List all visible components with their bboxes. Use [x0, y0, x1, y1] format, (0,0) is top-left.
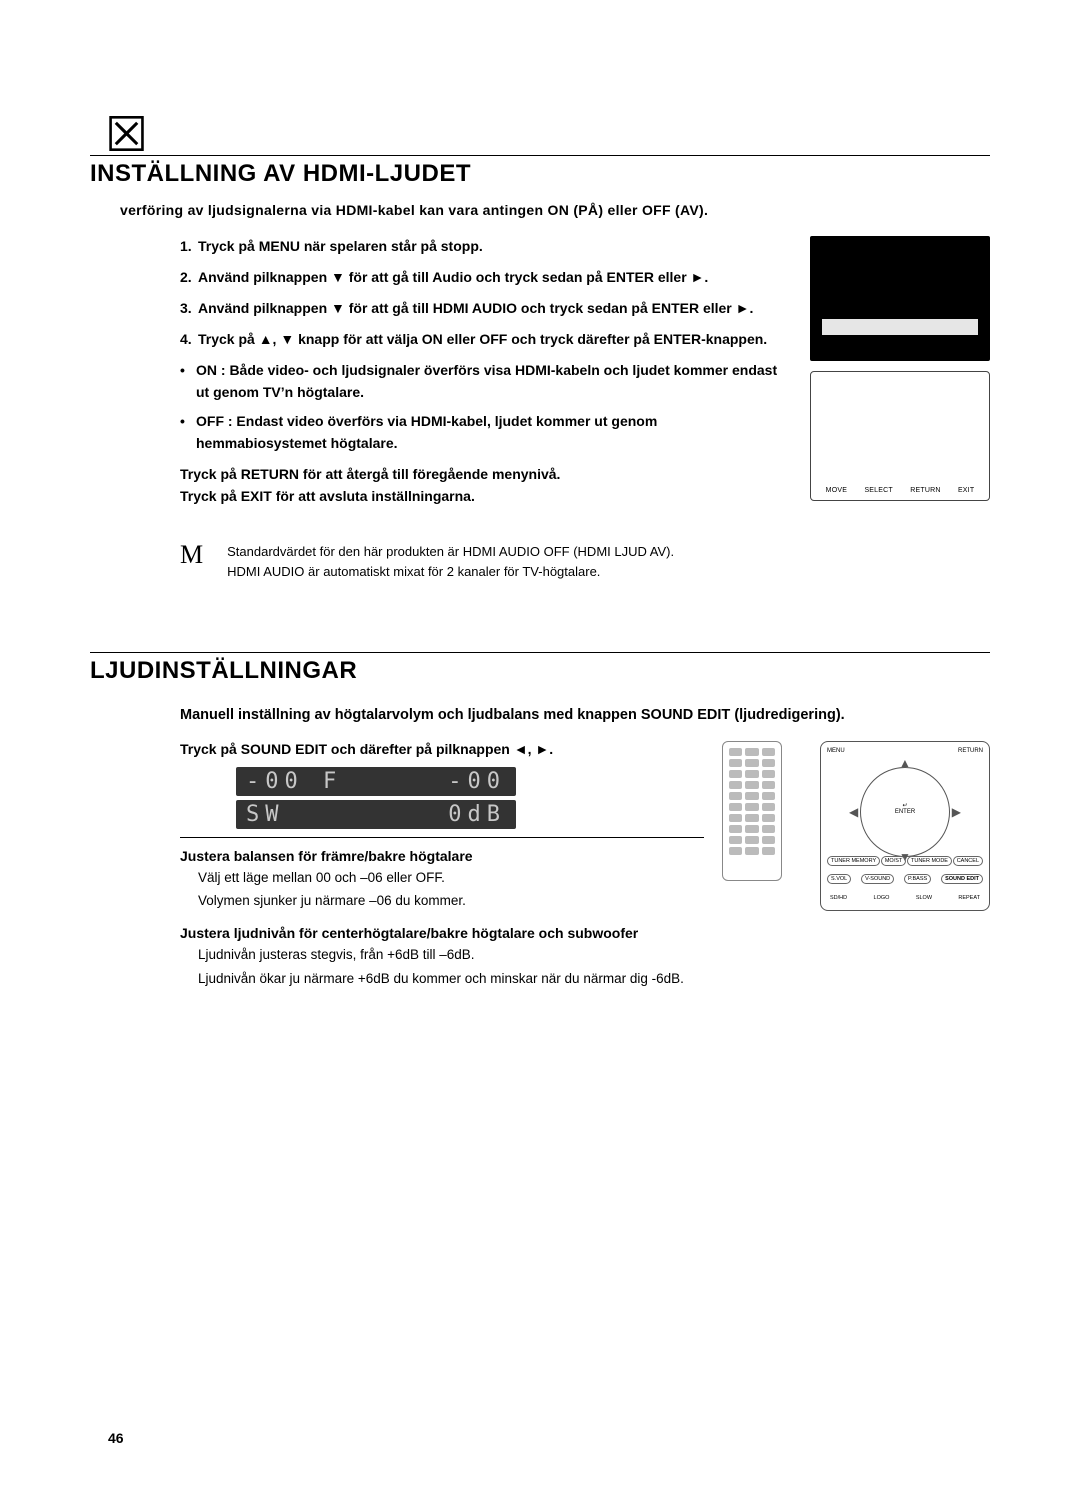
segment-cell: -00	[448, 769, 506, 794]
step-text: Tryck på MENU när spelaren står på stopp…	[198, 238, 483, 254]
segment-display: -00 F -00 SW 0dB	[236, 767, 516, 829]
remote-button: TUNER MEMORY	[827, 856, 880, 866]
page-section-glyph: ☒	[105, 112, 148, 160]
step-list: 1.Tryck på MENU när spelaren står på sto…	[180, 236, 788, 350]
divider	[90, 652, 990, 653]
remote-button: MO/ST	[881, 856, 906, 866]
section-title: INSTÄLLNING AV HDMI-LJUDET	[90, 160, 990, 188]
osd-label-exit: EXIT	[958, 487, 974, 494]
arrow-up-icon: ▲	[899, 756, 911, 770]
segment-cell: 0dB	[448, 802, 506, 827]
step: 4.Tryck på ▲, ▼ knapp för att välja ON e…	[180, 329, 788, 350]
step-text: Tryck på ▲, ▼ knapp för att välja ON ell…	[198, 331, 767, 347]
bullet: OFF : Endast video överförs via HDMI-kab…	[180, 411, 788, 454]
divider	[90, 155, 990, 156]
remote-label: SLOW	[913, 894, 935, 902]
remote-label: REPEAT	[955, 894, 983, 902]
body-line: Välj ett läge mellan 00 och –06 eller OF…	[198, 868, 704, 888]
dpad-corner-label: RETURN	[958, 748, 983, 754]
remote-label: LOGO	[870, 894, 892, 902]
remote-button: V-SOUND	[861, 874, 894, 884]
remote-button: P.BASS	[904, 874, 931, 884]
osd-preview	[810, 236, 990, 361]
osd-highlight-bar	[822, 319, 978, 335]
segment-cell: SW	[246, 802, 285, 827]
note-line: HDMI AUDIO är automatiskt mixat för 2 ka…	[227, 562, 674, 582]
section-intro: verföring av ljudsignalerna via HDMI-kab…	[120, 202, 990, 218]
dpad-enter-label: ↵ENTER	[890, 802, 920, 822]
footer-instructions: Tryck på RETURN för att återgå till före…	[180, 463, 788, 508]
remote-button: CANCEL	[953, 856, 983, 866]
body-line: Ljudnivån ökar ju närmare +6dB du kommer…	[198, 969, 990, 989]
instruction-line: Tryck på SOUND EDIT och därefter på pilk…	[180, 741, 704, 757]
step-text: Använd pilknappen ▼ för att gå till HDMI…	[198, 300, 753, 316]
osd-footer-box: MOVE SELECT RETURN EXIT	[810, 371, 990, 501]
body-line: Ljudnivån justeras stegvis, från +6dB ti…	[198, 945, 704, 965]
remote-button: TUNER MODE	[907, 856, 952, 866]
step: 3.Använd pilknappen ▼ för att gå till HD…	[180, 298, 788, 319]
section-intro: Manuell inställning av högtalarvolym och…	[180, 707, 990, 723]
segment-cell: -00 F	[246, 769, 342, 794]
osd-label-move: MOVE	[826, 487, 847, 494]
step: 2.Använd pilknappen ▼ för att gå till Au…	[180, 267, 788, 288]
footer-line: Tryck på EXIT för att avsluta inställnin…	[180, 485, 788, 507]
bullet-list: ON : Både video- och ljudsignaler överfö…	[180, 360, 788, 455]
dpad-corner-label: MENU	[827, 748, 845, 754]
section-hdmi-audio: INSTÄLLNING AV HDMI-LJUDET verföring av …	[90, 155, 990, 582]
footer-line: Tryck på RETURN för att återgå till före…	[180, 463, 788, 485]
osd-label-select: SELECT	[864, 487, 892, 494]
page-number: 46	[108, 1430, 124, 1446]
arrow-right-icon: ▶	[952, 805, 961, 819]
step: 1.Tryck på MENU när spelaren står på sto…	[180, 236, 788, 257]
body-line: Volymen sjunker ju närmare –06 du kommer…	[198, 891, 704, 911]
section-title: LJUDINSTÄLLNINGAR	[90, 657, 990, 685]
subsection-title: Justera ljudnivån för centerhögtalare/ba…	[180, 925, 704, 941]
remote-button: S.VOL	[827, 874, 851, 884]
note-marker: M	[180, 542, 203, 582]
osd-label-return: RETURN	[910, 487, 940, 494]
remote-label: SD/HD	[827, 894, 850, 902]
note: M Standardvärdet för den här produkten ä…	[180, 542, 990, 582]
arrow-left-icon: ◀	[849, 805, 858, 819]
section-sound-settings: LJUDINSTÄLLNINGAR Manuell inställning av…	[90, 652, 990, 988]
segment-row: -00 F -00	[236, 767, 516, 796]
segment-row: SW 0dB	[236, 800, 516, 829]
bullet: ON : Både video- och ljudsignaler överfö…	[180, 360, 788, 403]
step-text: Använd pilknappen ▼ för att gå till Audi…	[198, 269, 708, 285]
remote-button-sound-edit: SOUND EDIT	[941, 874, 983, 884]
remote-illustration	[722, 741, 782, 881]
divider	[180, 837, 704, 838]
note-line: Standardvärdet för den här produkten är …	[227, 542, 674, 562]
subsection-title: Justera balansen för främre/bakre högtal…	[180, 848, 704, 864]
dpad-illustration: MENU RETURN ▲ ▼ ◀ ▶ ↵ENTER TUNER MEMORY …	[820, 741, 990, 911]
